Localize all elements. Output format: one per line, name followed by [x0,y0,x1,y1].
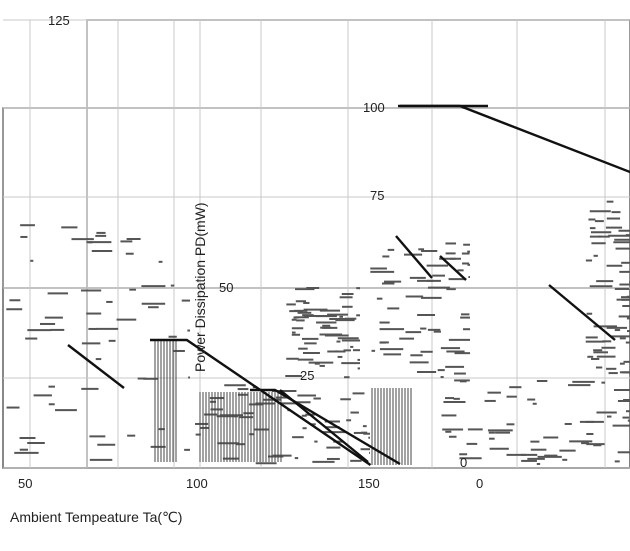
x-tick-label-150: 150 [358,476,380,491]
x-tick-label-100: 100 [186,476,208,491]
curve-fragment-2 [439,255,467,281]
y-tick-label-100: 100 [363,100,385,115]
curve-fragment-0 [67,344,125,389]
y-tick-label-25: 25 [300,368,314,383]
x-tick-label-0: 0 [476,476,483,491]
artifact-layer [6,200,630,465]
grid-layer [2,19,630,469]
derating-curve-tile-a [398,104,630,174]
y-tick-label-50: 50 [219,280,233,295]
y-axis-title: Power Dissipation PD(mW) [192,202,208,372]
curve-fragment-5 [279,389,369,463]
curve-fragment-3 [548,284,616,341]
x-axis-title: Ambient Tempeature Ta(℃) [10,509,182,525]
derating-curve-tile-b [150,338,372,466]
y-tick-label-0: 0 [460,455,467,470]
tick-label-layer: 125 100 75 50 25 0 50 100 150 0 [18,13,483,491]
plot-frame-main [86,19,630,469]
y-tick-label-75: 75 [370,188,384,203]
x-tick-label-50: 50 [18,476,32,491]
curve-fragment-1 [395,235,433,279]
curve-layer [67,104,630,466]
derating-curve-tile-c [250,388,401,466]
y-tick-label-125: 125 [48,13,70,28]
